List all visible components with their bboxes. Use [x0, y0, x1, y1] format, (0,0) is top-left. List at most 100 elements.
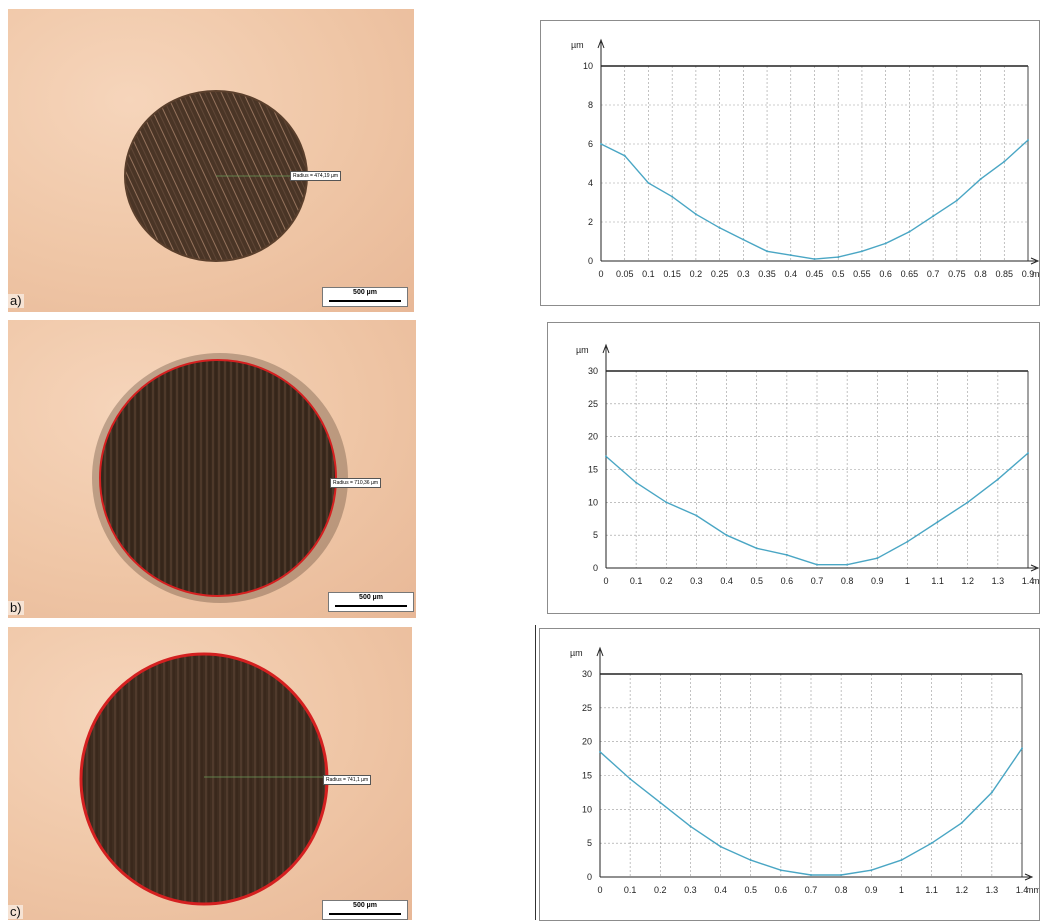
profile-point — [659, 801, 662, 804]
profile-point — [870, 869, 873, 872]
micrograph-a: Radius = 474,19 µm 500 µm a) — [8, 9, 414, 312]
x-tick-label: 1.2 — [955, 885, 968, 895]
profile-point — [719, 845, 722, 848]
x-tick-label: 0.65 — [901, 269, 919, 279]
x-tick-label: 0.9 — [865, 885, 878, 895]
y-tick-label: 2 — [588, 217, 593, 227]
y-tick-label: 20 — [582, 737, 592, 747]
x-tick-label: 0.3 — [690, 576, 703, 586]
profile-chart-a: 0 0.05 0.1 0.15 0.2 0.25 0.3 0.35 0.4 0.45 0.5 0.55… — [540, 20, 1040, 306]
panel-letter-b: b) — [8, 600, 24, 615]
profile-point — [600, 143, 602, 145]
x-tick-label: 0.1 — [642, 269, 655, 279]
crater-c — [79, 652, 329, 906]
x-tick-label: 0.1 — [624, 885, 637, 895]
profile-point — [876, 557, 879, 560]
profile-point — [779, 869, 782, 872]
profile-point — [689, 825, 692, 828]
profile-point — [1027, 452, 1029, 455]
x-tick-label: 0.8 — [841, 576, 854, 586]
crater-c-drawing — [79, 652, 329, 906]
scale-bar-line-b — [335, 605, 407, 607]
profile-point — [718, 226, 721, 229]
x-tick-label: 1.1 — [931, 576, 944, 586]
profile-point — [936, 521, 939, 524]
profile-point — [1027, 139, 1029, 142]
profile-point — [966, 501, 969, 504]
profile-point — [599, 750, 601, 753]
x-tick-label: 0.4 — [714, 885, 727, 895]
y-tick-label: 10 — [583, 61, 593, 71]
y-axis-unit: µm — [576, 345, 589, 355]
x-tick-label: 1 — [905, 576, 910, 586]
x-tick-label: 0.15 — [663, 269, 681, 279]
x-tick-label: 1.4 — [1022, 576, 1035, 586]
profile-point — [695, 514, 698, 517]
x-tick-label: 0.6 — [775, 885, 788, 895]
scale-bar-line-a — [329, 300, 401, 302]
x-tick-label: 0 — [598, 269, 603, 279]
x-tick-label: 1.3 — [986, 885, 999, 895]
profile-point — [955, 199, 958, 202]
y-axis-arrow — [596, 646, 604, 657]
profile-point — [647, 182, 650, 184]
y-tick-label: 4 — [588, 178, 593, 188]
profile-point — [1021, 747, 1023, 750]
y-tick-label: 8 — [588, 100, 593, 110]
profile-point — [906, 540, 909, 543]
profile-point — [884, 242, 887, 245]
y-tick-label: 30 — [588, 366, 598, 376]
scale-bar-label-c: 500 µm — [353, 902, 377, 909]
profile-point — [979, 178, 982, 181]
scale-bar-a: 500 µm — [322, 287, 408, 307]
panel-divider — [535, 625, 536, 920]
x-tick-label: 0.75 — [948, 269, 966, 279]
profile-point — [665, 501, 668, 504]
x-tick-label: 0.05 — [616, 269, 634, 279]
x-tick-label: 0 — [603, 576, 608, 586]
x-tick-label: 0.45 — [806, 269, 824, 279]
crater-a-drawing — [124, 90, 308, 262]
y-tick-label: 0 — [587, 872, 592, 882]
micrograph-b: Radius = 710,36 µm 500 µm b) — [8, 320, 416, 618]
profile-point — [813, 258, 816, 261]
y-axis-unit: µm — [570, 648, 583, 658]
radius-label-b: Radius = 710,36 µm — [330, 478, 381, 488]
x-tick-label: 0.35 — [758, 269, 776, 279]
x-tick-label: 0.25 — [711, 269, 729, 279]
profile-point — [789, 254, 792, 257]
profile-chart-b: 0 0.1 0.2 0.3 0.4 0.5 0.6 0.7 0.8 0.9 1 1.1 1.2 1.3 1.… — [547, 322, 1040, 614]
y-tick-label: 5 — [593, 530, 598, 540]
profile-point — [932, 215, 935, 218]
profile-point — [860, 250, 863, 253]
x-axis-arrow — [1030, 564, 1039, 572]
x-axis-arrow — [1024, 873, 1034, 881]
x-tick-label: 0.55 — [853, 269, 871, 279]
micrograph-c: Radius = 741,1 µm 500 µm c) — [8, 627, 412, 920]
scale-bar-label-b: 500 µm — [359, 594, 383, 601]
profile-chart-c-svg: 0 0.1 0.2 0.3 0.4 0.5 0.6 0.7 0.8 0.9 1 1.1 1.2 1.3 1.… — [570, 646, 1039, 895]
x-axis-unit: mm — [1032, 269, 1039, 279]
profile-chart-a-svg: 0 0.05 0.1 0.15 0.2 0.25 0.3 0.35 0.4 0.45 0.5 0.55… — [571, 38, 1039, 279]
y-tick-label: 10 — [582, 804, 592, 814]
profile-point — [846, 563, 849, 566]
y-tick-label: 15 — [582, 771, 592, 781]
y-tick-label: 0 — [588, 256, 593, 266]
profile-point — [837, 256, 840, 259]
y-axis-arrow — [597, 38, 605, 49]
profile-chart-c: 0 0.1 0.2 0.3 0.4 0.5 0.6 0.7 0.8 0.9 1 1.1 1.2 1.3 1.… — [539, 628, 1040, 921]
x-tick-label: 1 — [899, 885, 904, 895]
x-tick-label: 0.2 — [690, 269, 703, 279]
profile-chart-b-svg: 0 0.1 0.2 0.3 0.4 0.5 0.6 0.7 0.8 0.9 1 1.1 1.2 1.3 1.… — [576, 343, 1039, 586]
panel-letter-c: c) — [8, 904, 23, 919]
radius-label-a: Radius = 474,19 µm — [290, 171, 341, 181]
y-tick-label: 20 — [588, 432, 598, 442]
profile-point — [725, 534, 728, 537]
profile-point — [766, 250, 769, 253]
y-tick-label: 25 — [588, 399, 598, 409]
profile-point — [742, 238, 745, 241]
scale-bar-line-c — [329, 913, 401, 915]
y-tick-label: 6 — [588, 139, 593, 149]
y-tick-label: 10 — [588, 497, 598, 507]
x-tick-label: 0.9 — [1022, 269, 1035, 279]
